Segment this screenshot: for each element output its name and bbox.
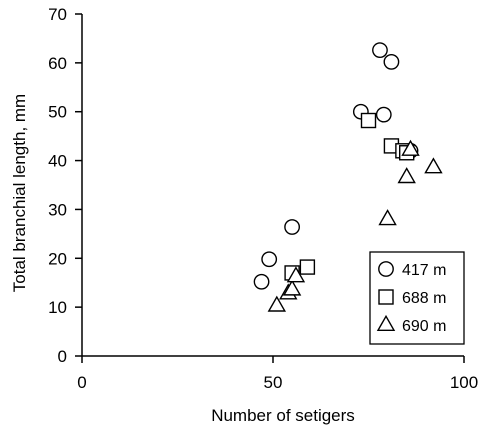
circle-data-point	[375, 106, 392, 123]
x-tick-label: 0	[77, 373, 86, 392]
square-data-point	[360, 112, 377, 129]
circle-data-point	[261, 251, 278, 268]
legend-triangle-marker	[376, 314, 396, 332]
triangle-data-point	[424, 157, 443, 174]
data-points	[253, 42, 443, 312]
triangle-data-point	[397, 167, 416, 184]
legend-label: 417 m	[402, 262, 446, 279]
legend-circle-marker	[378, 261, 394, 277]
y-tick-label: 50	[48, 103, 67, 122]
legend: 417 m 688 m 690 m	[369, 251, 465, 345]
circle-data-point	[253, 273, 270, 290]
x-axis-title: Number of setigers	[211, 406, 355, 425]
triangle-data-point	[401, 139, 420, 156]
legend-label: 688 m	[402, 290, 446, 307]
y-tick-label: 0	[58, 347, 67, 366]
y-tick-label: 70	[48, 5, 67, 24]
triangle-data-point	[286, 266, 306, 283]
y-tick-label: 60	[48, 54, 67, 73]
x-tick-label: 50	[264, 373, 283, 392]
square-data-point	[299, 259, 316, 275]
circle-data-point	[383, 53, 400, 70]
triangle-data-point	[378, 209, 397, 226]
triangle-data-point	[267, 295, 287, 312]
circle-data-point	[284, 219, 300, 235]
legend-label: 690 m	[402, 318, 446, 335]
triangle-data-point	[282, 279, 302, 296]
legend-square-marker	[378, 289, 394, 305]
y-tick-label: 20	[48, 249, 67, 268]
axis-ticks: 0 10 20 30 40 50 60 70 0 50 100	[48, 5, 478, 392]
y-tick-label: 40	[48, 152, 67, 171]
y-tick-label: 10	[48, 298, 67, 317]
circle-data-point	[372, 42, 388, 59]
y-axis-title: Total branchial length, mm	[10, 94, 29, 292]
y-tick-label: 30	[48, 200, 67, 219]
x-tick-label: 100	[450, 373, 478, 392]
